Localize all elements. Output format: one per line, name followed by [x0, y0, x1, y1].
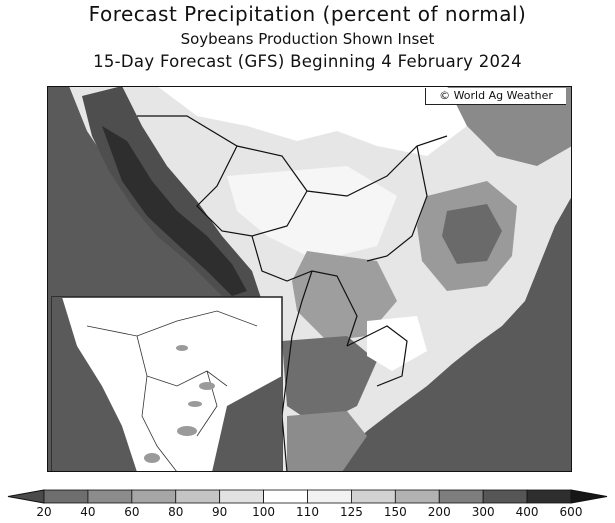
- legend-swatch: [394, 489, 440, 504]
- precip-grey-northeast: [447, 86, 572, 166]
- legend-swatch: [219, 489, 264, 504]
- precipitation-map: [47, 86, 572, 472]
- legend-tick-label: 110: [296, 505, 319, 519]
- legend-tick-label: 90: [212, 505, 228, 519]
- forecast-period: 15-Day Forecast (GFS) Beginning 4 Februa…: [93, 52, 522, 71]
- soybean-areas: [144, 345, 215, 463]
- inset-ocean-east: [212, 376, 282, 472]
- legend-tick-label: 150: [383, 505, 407, 519]
- precip-white-north: [157, 86, 467, 156]
- legend-swatch: [526, 489, 572, 504]
- precip-dark-south: [282, 336, 377, 426]
- inset-borders: [86, 310, 258, 472]
- precip-grey-far-south: [287, 411, 367, 472]
- legend-swatch: [131, 489, 177, 504]
- legend-swatch: [307, 489, 352, 504]
- legend-swatch: [482, 489, 528, 504]
- precip-dark-east: [442, 204, 502, 264]
- legend-swatch: [43, 489, 89, 504]
- legend-swatch: [263, 489, 308, 504]
- legend-arrow-low: [7, 489, 45, 504]
- map-title: Forecast Precipitation (percent of norma…: [88, 2, 527, 26]
- map-credit: © World Ag Weather: [425, 88, 566, 105]
- legend-tick-label: 400: [515, 505, 539, 519]
- legend-tick-label: 600: [559, 505, 583, 519]
- precip-darker-andes: [102, 126, 247, 296]
- legend-tick-label: 200: [427, 505, 451, 519]
- legend-tick-label: 300: [471, 505, 495, 519]
- legend-tick-label: 20: [36, 505, 52, 519]
- color-legend: [7, 489, 608, 504]
- inset-ocean-west: [52, 297, 137, 472]
- precip-grey-south: [292, 251, 397, 341]
- legend-swatch: [351, 489, 396, 504]
- map-subtitle: Soybeans Production Shown Inset: [180, 30, 435, 48]
- legend-tick-label: 125: [339, 505, 363, 519]
- legend-tick-label: 60: [124, 505, 140, 519]
- precip-white-central: [227, 166, 397, 261]
- precip-white-south: [367, 316, 427, 371]
- legend-tick-label: 40: [80, 505, 96, 519]
- country-borders: [137, 115, 448, 472]
- legend-swatch: [87, 489, 133, 504]
- legend-arrow-high: [570, 489, 608, 504]
- soybean-inset: [51, 296, 283, 472]
- legend-swatch: [438, 489, 484, 504]
- legend-tick-label: 80: [168, 505, 184, 519]
- legend-tick-label: 100: [252, 505, 276, 519]
- legend-swatch: [175, 489, 221, 504]
